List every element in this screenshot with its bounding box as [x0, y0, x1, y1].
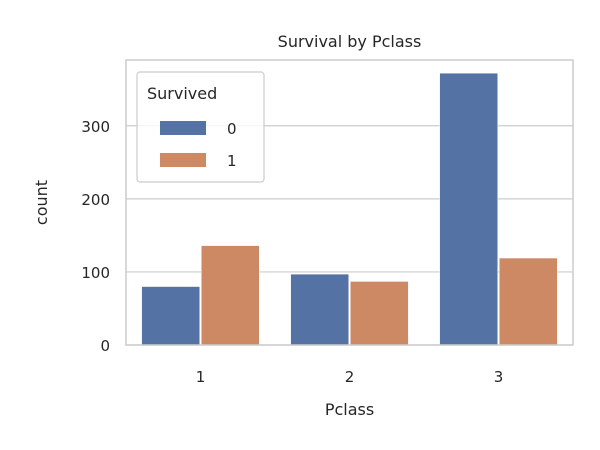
x-tick-label: 3: [494, 368, 504, 386]
bar-pclass-3-survived-0: [439, 72, 498, 346]
legend-swatch-1: [160, 153, 206, 167]
legend-label: 1: [227, 152, 237, 170]
x-tick-label: 2: [345, 368, 355, 386]
bar-pclass-3-survived-1: [499, 257, 558, 346]
y-tick-label: 200: [81, 191, 110, 209]
chart-title: Survival by Pclass: [278, 32, 422, 51]
legend-swatch-0: [160, 121, 206, 135]
legend-label: 0: [227, 120, 237, 138]
legend-items: 01: [160, 120, 237, 170]
plot-frame: [125, 59, 574, 346]
y-tick-label: 100: [81, 264, 110, 282]
x-tick-labels: 1 2 3: [196, 368, 504, 386]
legend: Survived 01: [136, 71, 265, 183]
y-tick-labels: 0 100 200 300: [81, 118, 110, 355]
bars: [141, 72, 558, 346]
bar-pclass-1-survived-0: [141, 286, 200, 346]
y-tick-label: 300: [81, 118, 110, 136]
bar-pclass-2-survived-1: [350, 281, 409, 346]
x-axis-label: Pclass: [325, 400, 374, 419]
bar-pclass-2-survived-0: [290, 273, 349, 346]
x-tick-label: 1: [196, 368, 206, 386]
y-axis-label: count: [32, 180, 51, 225]
legend-title: Survived: [147, 84, 217, 103]
y-tick-label: 0: [100, 337, 110, 355]
bar-pclass-1-survived-1: [201, 245, 260, 346]
